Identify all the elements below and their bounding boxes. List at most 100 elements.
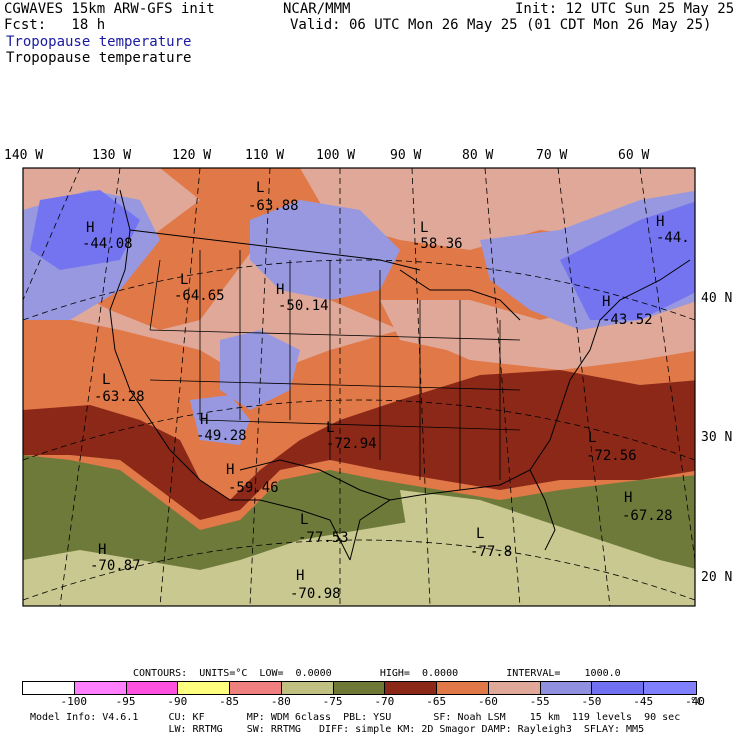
graticule-line (40, 168, 680, 169)
center-value: -77.8 (470, 544, 512, 560)
colorbar-swatch (436, 681, 489, 695)
graticule-line (23, 399, 695, 461)
model-info-line1: Model Info: V4.6.1 CU: KF MP: WDM 6class… (30, 712, 681, 723)
field-lavender-center (250, 200, 400, 300)
forecast-hour: Fcst: 18 h (4, 17, 106, 33)
colorbar-swatch (384, 681, 438, 695)
lat-label: 20 N (701, 570, 733, 585)
colorbar-swatch (125, 681, 179, 695)
field-lavender-southwest (190, 395, 250, 445)
colorbar-label: -75 (322, 695, 343, 708)
organization-label: NCAR/MMM (283, 1, 351, 17)
graticule-line (23, 168, 81, 301)
lat-label: 40 N (701, 291, 733, 306)
state-borders-horizontal (149, 329, 521, 431)
graticule-line (249, 168, 271, 606)
center-marker: H (86, 220, 94, 236)
center-marker: H (656, 214, 664, 230)
center-marker: L (180, 272, 188, 288)
contours-info: CONTOURS: UNITS=°C LOW= 0.0000 HIGH= 0.0… (133, 668, 621, 679)
center-value: -72.94 (326, 436, 377, 452)
field-dark-red (23, 370, 695, 520)
colorbar-swatch (487, 681, 541, 695)
center-labels: L -63.88 L -58.36 H -44.08 H -44. L -64.… (82, 180, 690, 602)
center-value: -67.28 (622, 508, 673, 524)
west-coastline (109, 189, 351, 561)
graticule-line (557, 168, 611, 606)
center-marker: H (624, 490, 632, 506)
colorbar-label: -50 (581, 695, 602, 708)
center-value: -77.53 (298, 530, 349, 546)
center-value: -49.28 (196, 428, 247, 444)
lon-label: 90 W (390, 148, 422, 163)
graticule-line (411, 168, 431, 606)
lon-label: 60 W (618, 148, 650, 163)
center-value: -70.87 (90, 558, 141, 574)
colorbar-swatch (177, 681, 231, 695)
graticule (23, 168, 695, 606)
center-value: -63.88 (248, 198, 299, 214)
lon-label: 70 W (536, 148, 568, 163)
graticule-line (639, 168, 695, 561)
colorbar-label: -85 (219, 695, 239, 708)
lon-label: 110 W (245, 148, 285, 163)
graticule-line (159, 168, 201, 606)
center-marker: H (296, 568, 304, 584)
center-marker: H (276, 282, 284, 298)
center-value: -70.98 (290, 586, 341, 602)
model-info-line2: LW: RRTMG SW: RRTMG DIFF: simple KM: 2D … (30, 724, 645, 735)
graticule-line (23, 259, 695, 321)
colorbar-label: -90 (167, 695, 188, 708)
center-marker: H (98, 542, 106, 558)
init-time: Init: 12 UTC Sun 25 May 25 (515, 1, 735, 17)
east-gulf-coastline (349, 259, 691, 561)
center-marker: L (588, 430, 596, 446)
center-marker: L (420, 220, 428, 236)
graticule-line (23, 539, 695, 601)
center-value: -72.56 (586, 448, 637, 464)
lon-label: 140 W (4, 148, 44, 163)
center-marker: H (602, 294, 610, 310)
lat-label: 30 N (701, 430, 733, 445)
florida-coastline (529, 469, 556, 551)
center-value: -63.28 (94, 389, 145, 405)
shaded-field (23, 168, 695, 606)
center-value: -58.36 (412, 236, 463, 252)
colorbar-swatch (591, 681, 645, 695)
center-value: -64.65 (174, 288, 225, 304)
lon-label: 130 W (92, 148, 132, 163)
colorbar-swatch (73, 681, 127, 695)
colorbar-label: -80 (270, 695, 291, 708)
graticule-line (59, 168, 121, 606)
colorbar-unit: °C (690, 695, 704, 708)
center-value: -44. (656, 230, 690, 246)
field-blue-northeast (560, 201, 695, 320)
valid-time: Valid: 06 UTC Mon 26 May 25 (01 CDT Mon … (290, 17, 712, 33)
lon-label: 80 W (462, 148, 494, 163)
colorbar-swatch (280, 681, 334, 695)
field-pale-olive-gulf (400, 490, 540, 570)
colorbar-label: -70 (374, 695, 395, 708)
colorbar-swatch (332, 681, 386, 695)
field-blue-west (30, 190, 140, 270)
colorbar-label: -100 (60, 695, 88, 708)
center-value: -44.08 (82, 236, 133, 252)
colorbar-label: -65 (426, 695, 447, 708)
map-frame (22, 167, 696, 607)
center-marker: L (102, 372, 110, 388)
center-marker: L (256, 180, 264, 196)
us-mexico-border (239, 459, 391, 501)
colorbar-label: -55 (529, 695, 550, 708)
state-borders (149, 250, 501, 490)
lon-label: 100 W (316, 148, 356, 163)
field-name-blue: Tropopause temperature (6, 34, 192, 50)
colorbar-label: -45 (633, 695, 654, 708)
center-marker: L (300, 512, 308, 528)
great-lakes-outline (399, 269, 521, 321)
center-marker: H (200, 412, 208, 428)
colorbar-swatch (539, 681, 593, 695)
lon-label: 120 W (172, 148, 212, 163)
colorbar-label: -60 (477, 695, 498, 708)
center-marker: L (326, 420, 334, 436)
